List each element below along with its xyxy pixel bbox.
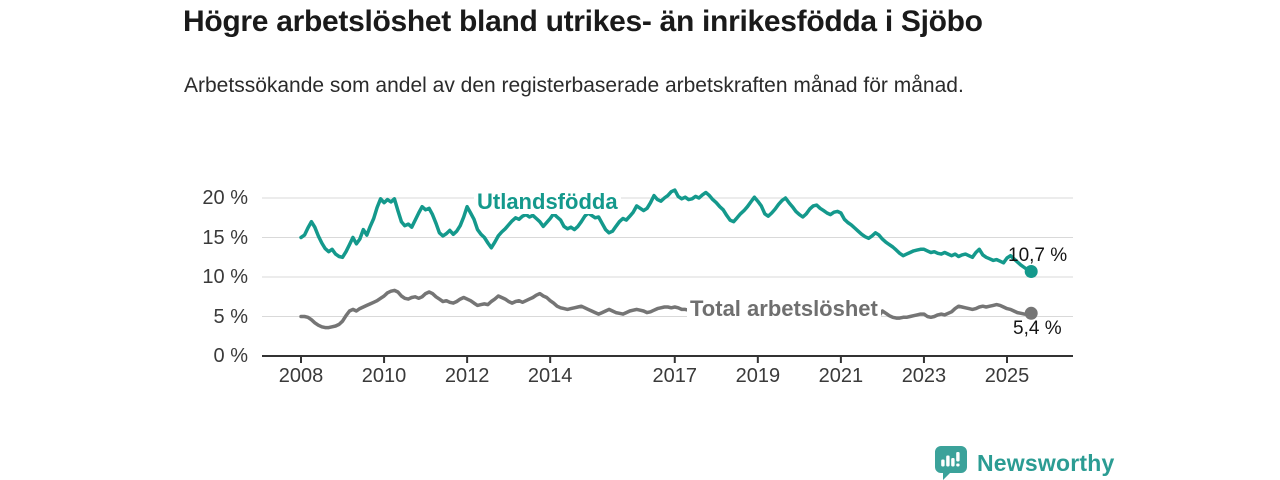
bar-chart-speech-bubble-icon [935, 446, 967, 480]
x-axis-tick-label: 2010 [361, 365, 407, 387]
x-axis-tick-label: 2021 [818, 365, 864, 387]
newsworthy-brand: Newsworthy [935, 446, 1114, 480]
x-axis-tick-label: 2019 [735, 365, 781, 387]
x-axis-tick-label: 2012 [444, 365, 490, 387]
y-axis-tick-label: 20 % [202, 187, 248, 209]
x-axis-tick-label: 2025 [984, 365, 1030, 387]
series-label-utlandsfodda: Utlandsfödda [474, 190, 621, 214]
y-axis-tick-label: 15 % [202, 226, 248, 249]
series-end-dot [1024, 265, 1038, 278]
end-value-label-utlandsfodda: 10,7 % [1008, 245, 1068, 266]
series-label-total-arbetsloshet: Total arbetslöshet [687, 297, 881, 321]
newsworthy-brand-text: Newsworthy [977, 449, 1115, 476]
x-axis-tick-label: 2014 [527, 365, 573, 387]
end-value-label-total-arbetsloshet: 5,4 % [1013, 318, 1062, 339]
x-axis-tick-label: 2017 [652, 365, 698, 387]
series-line [299, 288, 1033, 330]
page-subtitle: Arbetssökande som andel av den registerb… [184, 74, 964, 97]
y-axis-tick-label: 5 % [213, 305, 248, 328]
y-axis-tick-label: 0 % [213, 345, 248, 367]
y-axis-tick-label: 10 % [202, 266, 248, 288]
series-end-dot [1024, 306, 1038, 320]
x-axis-tick-label: 2023 [901, 365, 947, 387]
page-title: Högre arbetslöshet bland utrikes- än inr… [183, 5, 983, 38]
x-axis-tick-label: 2008 [278, 365, 324, 387]
series-line [299, 188, 1033, 274]
